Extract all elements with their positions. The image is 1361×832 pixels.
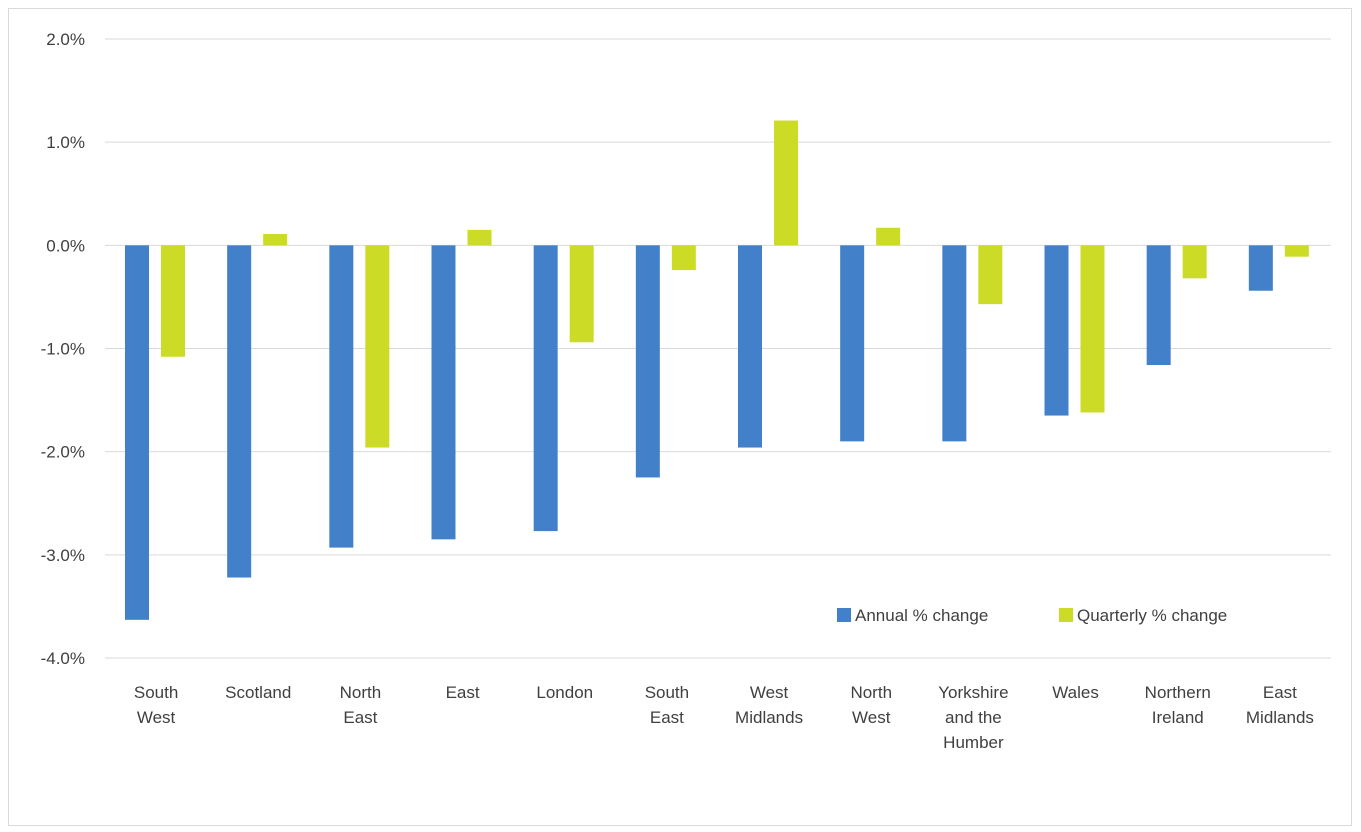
x-category-label: West xyxy=(137,708,176,727)
y-tick-label: -2.0% xyxy=(41,443,85,462)
x-category-label: Scotland xyxy=(225,683,291,702)
bar-annual xyxy=(738,245,762,448)
bar-quarterly xyxy=(774,120,798,246)
bar-quarterly xyxy=(467,229,492,246)
bar-quarterly xyxy=(978,245,1003,305)
bar-annual xyxy=(635,245,660,478)
x-category-label: North xyxy=(340,683,382,702)
x-category-label: North xyxy=(850,683,892,702)
x-category-label: and the xyxy=(945,708,1002,727)
x-category-label: East xyxy=(650,708,684,727)
bar-quarterly xyxy=(161,245,185,357)
bar-quarterly xyxy=(569,245,594,343)
bar-chart: 2.0% 1.0% 0.0% -1.0% -2.0% -3.0% -4.0% South We… xyxy=(41,30,1331,752)
x-category-label: Midlands xyxy=(1246,708,1314,727)
bar-annual xyxy=(125,245,149,620)
y-axis-tick-labels: 2.0% 1.0% 0.0% -1.0% -2.0% -3.0% -4.0% xyxy=(41,30,85,668)
x-category-label: Northern xyxy=(1145,683,1211,702)
bar-annual xyxy=(942,245,967,442)
bar-annual xyxy=(1248,245,1273,291)
bar-annual xyxy=(840,245,865,442)
x-category-label: East xyxy=(343,708,377,727)
bar-quarterly xyxy=(263,233,288,246)
bar-annual xyxy=(1044,245,1069,416)
bar-annual xyxy=(1146,245,1171,366)
gridlines xyxy=(105,38,1331,659)
bar-quarterly xyxy=(365,245,390,448)
x-category-label: Midlands xyxy=(735,708,803,727)
bar-quarterly xyxy=(1182,245,1207,279)
x-category-label: London xyxy=(536,683,593,702)
x-category-label: East xyxy=(446,683,480,702)
legend-swatch-quarterly xyxy=(1059,608,1073,622)
bars xyxy=(125,120,1309,620)
y-tick-label: 0.0% xyxy=(46,236,85,255)
y-tick-label: -3.0% xyxy=(41,546,85,565)
legend-swatch-annual xyxy=(837,608,851,622)
x-category-label: Yorkshire xyxy=(938,683,1008,702)
legend-label-quarterly: Quarterly % change xyxy=(1077,606,1227,625)
y-tick-label: 2.0% xyxy=(46,30,85,49)
chart-container: 2.0% 1.0% 0.0% -1.0% -2.0% -3.0% -4.0% South We… xyxy=(8,8,1352,826)
bar-quarterly xyxy=(1080,245,1105,413)
bar-annual xyxy=(329,245,354,548)
y-tick-label: -4.0% xyxy=(41,649,85,668)
x-category-label: South xyxy=(134,683,178,702)
y-tick-label: -1.0% xyxy=(41,340,85,359)
bar-annual xyxy=(431,245,456,540)
x-category-label: South xyxy=(645,683,689,702)
x-category-label: Humber xyxy=(943,733,1004,752)
bar-annual xyxy=(227,245,252,578)
legend-label-annual: Annual % change xyxy=(855,606,988,625)
x-category-label: Wales xyxy=(1052,683,1099,702)
bar-quarterly xyxy=(1284,245,1309,257)
bar-annual xyxy=(533,245,558,532)
x-category-label: Ireland xyxy=(1152,708,1204,727)
x-category-label: West xyxy=(852,708,891,727)
bar-quarterly xyxy=(876,227,901,246)
y-tick-label: 1.0% xyxy=(46,133,85,152)
bar-quarterly xyxy=(671,245,696,271)
x-axis-category-labels: South West Scotland North East East London Sout… xyxy=(134,683,1314,752)
x-category-label: West xyxy=(750,683,789,702)
legend: Annual % change Quarterly % change xyxy=(837,606,1227,625)
x-category-label: East xyxy=(1263,683,1297,702)
